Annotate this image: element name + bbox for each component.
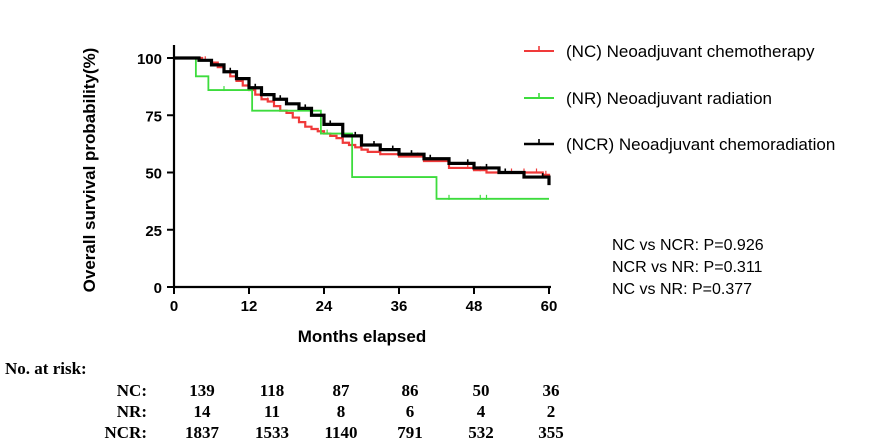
risk-row-label: NCR: (105, 423, 148, 442)
series-line-ncr (174, 56, 551, 186)
legend-label-ncr: (NCR) Neoadjuvant chemoradiation (566, 135, 835, 154)
x-tick-label: 12 (241, 298, 258, 315)
p-value-text: NCR vs NR: P=0.311 (612, 259, 763, 276)
series-line-nr (174, 57, 549, 200)
y-tick-label: 50 (145, 166, 162, 183)
risk-row-label: NC: (117, 381, 147, 400)
risk-cell: 1837 (185, 423, 220, 442)
risk-cell: 8 (337, 402, 346, 421)
risk-cell: 11 (264, 402, 280, 421)
y-tick-label: 100 (137, 51, 162, 68)
legend-label-nr: (NR) Neoadjuvant radiation (566, 89, 772, 108)
risk-cell: 139 (189, 381, 215, 400)
risk-cell: 1140 (324, 423, 357, 442)
x-tick-label: 0 (170, 298, 178, 315)
risk-cell: 2 (547, 402, 556, 421)
risk-cell: 4 (477, 402, 486, 421)
y-tick-label: 75 (145, 108, 162, 125)
risk-cell: 14 (194, 402, 212, 421)
risk-cell: 791 (397, 423, 423, 442)
series-line-nc (174, 56, 551, 178)
y-tick-label: 0 (154, 280, 162, 297)
x-axis-label: Months elapsed (298, 327, 426, 346)
risk-cell: 355 (538, 423, 564, 442)
risk-cell: 118 (260, 381, 285, 400)
p-value-text: NC vs NCR: P=0.926 (612, 237, 764, 254)
risk-row-label: NR: (117, 402, 147, 421)
risk-table-title: No. at risk: (5, 359, 87, 378)
y-ticks: 0 25 50 75 100 (137, 51, 174, 297)
risk-cell: 86 (402, 381, 419, 400)
y-axis-label: Overall survival probability(%) (80, 48, 99, 293)
p-value-text: NC vs NR: P=0.377 (612, 281, 752, 298)
risk-cell: 6 (406, 402, 415, 421)
series-layer (174, 56, 551, 200)
risk-cell: 36 (543, 381, 560, 400)
risk-cell: 50 (473, 381, 490, 400)
x-tick-label: 36 (391, 298, 408, 315)
risk-cell: 1533 (255, 423, 289, 442)
risk-cell: 87 (333, 381, 351, 400)
y-tick-label: 25 (145, 223, 162, 240)
risk-cell: 532 (468, 423, 494, 442)
x-tick-label: 24 (316, 298, 333, 315)
stats-box: NC vs NCR: P=0.926 NCR vs NR: P=0.311 NC v… (612, 237, 764, 298)
x-ticks: 0 12 24 36 48 60 (170, 287, 558, 315)
legend-label-nc: (NC) Neoadjuvant chemotherapy (566, 42, 815, 61)
axes (172, 45, 551, 289)
legend: (NC) Neoadjuvant chemotherapy (NR) Neoadj… (524, 42, 835, 154)
x-tick-label: 60 (541, 298, 558, 315)
x-tick-label: 48 (466, 298, 483, 315)
